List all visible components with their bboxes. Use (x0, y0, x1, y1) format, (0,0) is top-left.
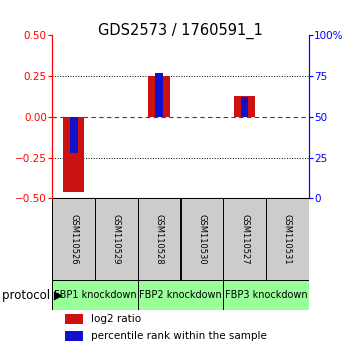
Bar (52, 280, 138, 310)
Text: GSM110526: GSM110526 (69, 214, 78, 264)
Text: GSM110527: GSM110527 (240, 214, 249, 264)
Text: GDS2573 / 1760591_1: GDS2573 / 1760591_1 (98, 23, 263, 39)
Bar (223, 280, 309, 310)
Bar (148, 76, 170, 117)
Bar (241, 97, 248, 117)
Text: FBP2 knockdown: FBP2 knockdown (139, 290, 222, 300)
Bar (138, 198, 180, 280)
Text: GSM110531: GSM110531 (283, 214, 292, 264)
Bar (95, 198, 138, 280)
Bar (52, 198, 95, 280)
Bar (65, 314, 83, 324)
Bar (234, 96, 255, 117)
Text: FBP1 knockdown: FBP1 knockdown (54, 290, 136, 300)
Text: log2 ratio: log2 ratio (91, 314, 141, 324)
Bar (70, 117, 78, 153)
Bar (65, 331, 83, 341)
Text: GSM110528: GSM110528 (155, 214, 164, 264)
Bar (155, 73, 163, 117)
Bar (266, 198, 309, 280)
Text: protocol ▶: protocol ▶ (2, 289, 63, 302)
Bar (180, 198, 223, 280)
Text: FBP3 knockdown: FBP3 knockdown (225, 290, 307, 300)
Text: GSM110529: GSM110529 (112, 214, 121, 264)
Bar (63, 117, 84, 192)
Bar (138, 280, 223, 310)
Text: percentile rank within the sample: percentile rank within the sample (91, 331, 267, 341)
Bar (223, 198, 266, 280)
Text: GSM110530: GSM110530 (197, 214, 206, 264)
